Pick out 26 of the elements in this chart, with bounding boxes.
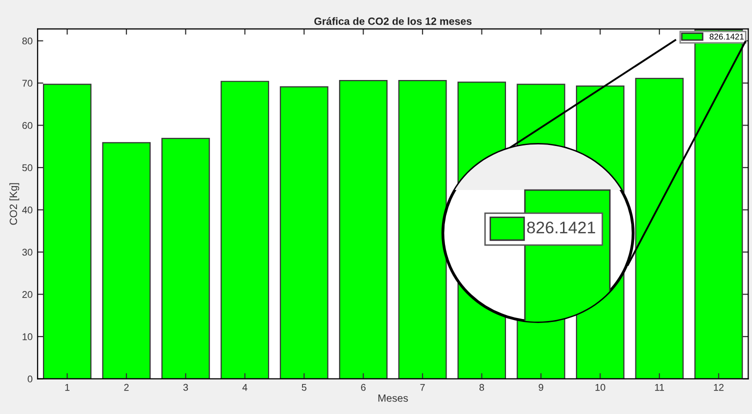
x-tick-label: 1 <box>65 384 70 391</box>
annotation: 826.1421 <box>527 222 596 234</box>
x-axis-title: Meses <box>378 394 408 402</box>
x-tick-label: 9 <box>538 384 544 391</box>
legend-label: 826.1421 <box>710 34 744 40</box>
y-tick-label: 40 <box>22 206 32 214</box>
y-tick-label: 80 <box>22 38 32 44</box>
y-tick-label: 0 <box>28 376 32 382</box>
x-tick-label: 10 <box>596 384 606 391</box>
y-tick-label: 50 <box>22 164 32 172</box>
y-tick-label: 70 <box>22 80 32 87</box>
y-axis-title: CO2 [Kg] <box>9 183 20 225</box>
y-tick-label: 10 <box>22 333 32 340</box>
y-tick-label: 20 <box>22 291 32 298</box>
x-tick-label: 4 <box>242 384 248 391</box>
x-tick-label: 3 <box>183 384 188 391</box>
x-tick-label: 11 <box>655 384 664 391</box>
y-tick-label: 60 <box>22 122 32 129</box>
x-tick-label: 12 <box>714 384 724 391</box>
x-tick-label: 5 <box>302 384 306 391</box>
x-tick-label: 8 <box>479 384 484 391</box>
chart-title: Gráfica de CO2 de los 12 meses <box>314 17 472 25</box>
x-tick-label: 2 <box>124 384 129 391</box>
x-tick-label: 7 <box>420 384 425 391</box>
x-tick-label: 6 <box>361 384 366 391</box>
y-tick-label: 30 <box>22 248 32 256</box>
